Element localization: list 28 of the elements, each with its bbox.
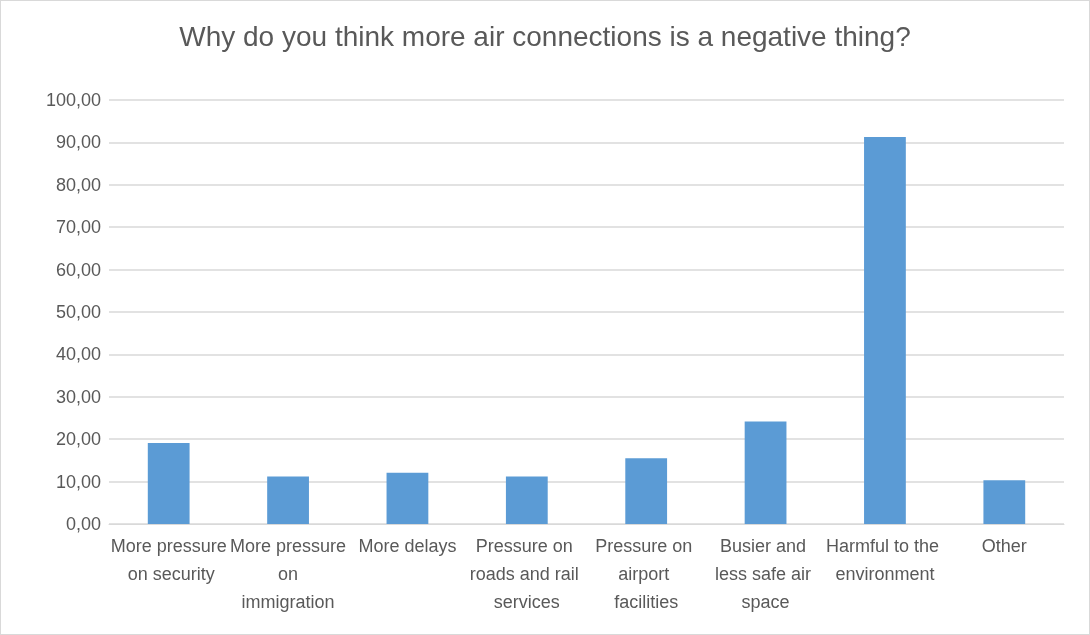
bar [864, 136, 906, 524]
y-tick-label: 60,00 [55, 259, 101, 280]
bar [983, 480, 1026, 524]
bar [625, 458, 668, 524]
bar [386, 472, 429, 524]
x-tick-label: More delays [358, 536, 457, 556]
y-tick-label: 0,00 [65, 514, 101, 534]
x-tick-label: Harmful to the environment [825, 536, 944, 584]
y-tick-label: 30,00 [55, 386, 101, 407]
bar [267, 476, 309, 524]
x-tick-label: More pressure on immigration [230, 536, 347, 612]
x-tick-label: More pressure on security [110, 536, 227, 584]
x-tick-label: Other [981, 536, 1027, 556]
y-tick-label: 40,00 [55, 344, 101, 365]
y-tick-label: 70,00 [55, 217, 101, 238]
x-tick-label: Pressure on roads and rail services [469, 536, 584, 612]
bar [744, 421, 787, 524]
y-tick-label: 80,00 [55, 174, 101, 195]
bar [147, 443, 190, 524]
y-tick-label: 50,00 [55, 302, 101, 322]
chart-title: Why do you think more air connections is a negative thing? [179, 20, 911, 52]
bar [505, 476, 548, 524]
y-tick-label: 10,00 [55, 471, 101, 492]
x-tick-label: Busier and less safe air space [715, 536, 817, 612]
x-tick-label: Pressure on airport facilities [595, 536, 698, 612]
y-tick-label: 90,00 [55, 132, 101, 153]
y-tick-label: 20,00 [55, 429, 101, 450]
y-tick-label: 100,00 [45, 90, 101, 110]
